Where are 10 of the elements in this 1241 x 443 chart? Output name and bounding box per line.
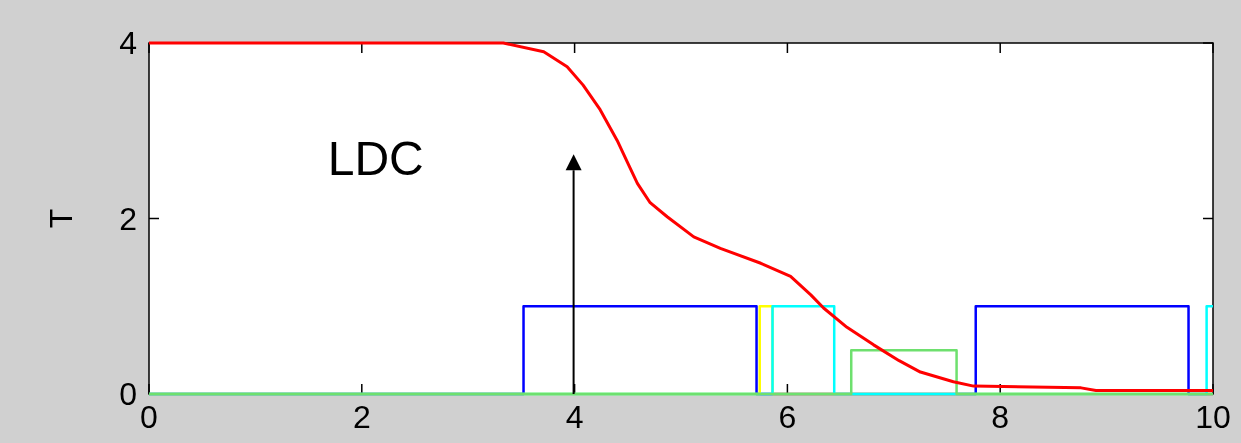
x-tick-label: 2 <box>352 399 371 435</box>
x-tick-label: 8 <box>991 399 1010 435</box>
annotation: LDC <box>327 131 424 185</box>
y-tick-label: 0 <box>119 376 137 412</box>
x-tick-label: 6 <box>778 399 797 435</box>
y-tick-label: 2 <box>119 200 137 237</box>
x-tick-label: 4 <box>565 399 584 435</box>
y-tick-label: 4 <box>119 25 137 61</box>
x-tick-label: 10 <box>1195 399 1231 435</box>
y-axis-title: T <box>43 208 79 229</box>
